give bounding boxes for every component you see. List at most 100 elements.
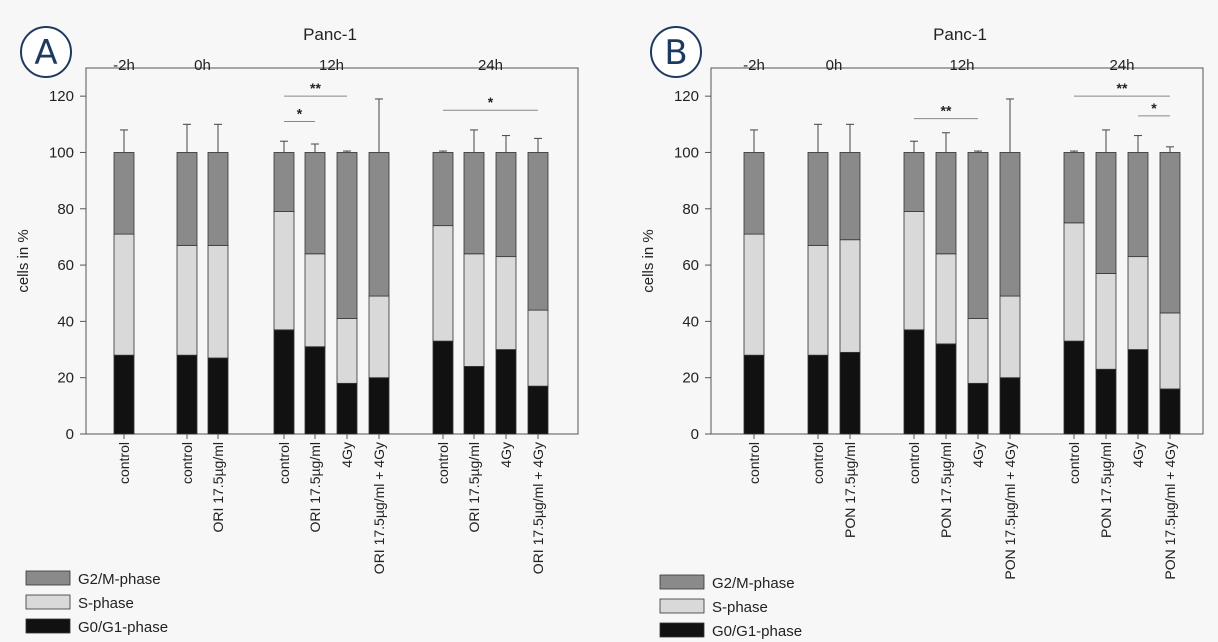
- bar-segment: [463, 253, 485, 367]
- bar-segment: [1159, 312, 1181, 390]
- bar-segment: [1127, 349, 1149, 435]
- x-category-label: PON 17.5µg/ml: [842, 442, 858, 538]
- bar-segment: [176, 354, 198, 435]
- legend-label: G0/G1-phase: [78, 619, 168, 636]
- bar-segment: [807, 152, 829, 246]
- legend-swatch: [25, 570, 71, 586]
- panel-label-circle: [650, 26, 702, 78]
- significance-label: **: [1117, 80, 1128, 96]
- bar-segment: [207, 152, 229, 246]
- legend-label: S-phase: [78, 595, 134, 612]
- bar-segment: [999, 295, 1021, 379]
- bar-segment: [1095, 368, 1117, 435]
- bar-segment: [527, 309, 549, 387]
- time-group-label: 24h: [478, 57, 503, 74]
- bar-segment: [807, 354, 829, 435]
- bar-segment: [967, 152, 989, 319]
- legend-label: G0/G1-phase: [712, 623, 802, 640]
- time-group-label: -2h: [743, 57, 765, 74]
- time-group-label: 0h: [194, 57, 211, 74]
- time-group-label: 24h: [1109, 57, 1134, 74]
- bar-segment: [113, 152, 135, 235]
- bar-segment: [1159, 152, 1181, 314]
- legend-swatch: [659, 574, 705, 590]
- time-group-label: 12h: [319, 57, 344, 74]
- x-category-label: PON 17.5µg/ml: [1098, 442, 1114, 538]
- bar-segment: [432, 340, 454, 435]
- bar-segment: [935, 253, 957, 345]
- x-category-label: control: [810, 442, 826, 484]
- panel-a: A Panc-1 0 20 40 60 80 100 120 cells in % -2h 0h 12h…: [15, 25, 579, 636]
- bar-segment: [1127, 152, 1149, 258]
- y-tick-label: 100: [674, 144, 699, 161]
- significance-label: *: [297, 105, 303, 121]
- panel-b: B Panc-1 0 20 40 60 80 100 120 cells in % -2h 0h 12h…: [640, 25, 1204, 640]
- legend-swatch: [659, 622, 705, 638]
- panel-label-circle: [20, 26, 72, 78]
- plot-frame: [710, 67, 1204, 435]
- legend-label: S-phase: [712, 599, 768, 616]
- bar-segment: [432, 225, 454, 342]
- y-axis-label: cells in %: [640, 229, 657, 292]
- y-tick-label: 40: [57, 313, 74, 330]
- bar-segment: [495, 256, 517, 350]
- x-category-label: 4Gy: [970, 442, 986, 468]
- bar-segment: [999, 152, 1021, 297]
- bar-segment: [743, 152, 765, 235]
- panel-label-text: B: [664, 33, 687, 73]
- significance-label: **: [310, 80, 321, 96]
- bar-segment: [839, 152, 861, 241]
- time-group-label: 0h: [826, 57, 843, 74]
- bar-segment: [176, 152, 198, 246]
- bar-segment: [839, 239, 861, 353]
- bar-segment: [495, 152, 517, 258]
- x-category-label: ORI 17.5µg/ml: [466, 442, 482, 533]
- x-category-label: control: [179, 442, 195, 484]
- x-category-label: control: [906, 442, 922, 484]
- legend-swatch: [25, 594, 71, 610]
- bar-segment: [495, 349, 517, 435]
- significance-label: **: [941, 103, 952, 119]
- legend-swatch: [25, 618, 71, 634]
- x-category-label: 4Gy: [1130, 442, 1146, 468]
- bar-segment: [1095, 273, 1117, 370]
- panel-label-text: A: [34, 33, 57, 73]
- bar-segment: [903, 329, 925, 435]
- x-category-label: control: [116, 442, 132, 484]
- bar-segment: [273, 152, 295, 212]
- bar-segment: [304, 346, 326, 435]
- y-tick-label: 60: [57, 257, 74, 274]
- bar-segment: [935, 152, 957, 255]
- bar-segment: [432, 152, 454, 227]
- bar-segment: [336, 318, 358, 384]
- x-category-label: ORI 17.5µg/ml + 4Gy: [371, 442, 387, 574]
- bar-segment: [839, 351, 861, 435]
- bar-segment: [903, 211, 925, 331]
- time-group-label: 12h: [949, 57, 974, 74]
- bar-segment: [1127, 256, 1149, 350]
- bar-segment: [176, 244, 198, 356]
- time-group-label: -2h: [113, 57, 135, 74]
- x-category-label: PON 17.5µg/ml + 4Gy: [1162, 442, 1178, 580]
- bar-segment: [1063, 152, 1085, 224]
- y-tick-label: 80: [682, 201, 699, 218]
- y-tick-label: 120: [674, 88, 699, 105]
- x-category-label: 4Gy: [339, 442, 355, 468]
- bar-segment: [336, 152, 358, 319]
- bar-segment: [463, 366, 485, 435]
- x-category-label: ORI 17.5µg/ml: [210, 442, 226, 533]
- y-tick-label: 40: [682, 313, 699, 330]
- bar-segment: [336, 382, 358, 435]
- x-category-label: control: [276, 442, 292, 484]
- significance-label: *: [1151, 100, 1157, 116]
- bar-segment: [527, 385, 549, 435]
- bar-segment: [1159, 388, 1181, 435]
- x-category-label: control: [746, 442, 762, 484]
- legend-label: G2/M-phase: [712, 575, 795, 592]
- x-category-label: control: [435, 442, 451, 484]
- bar-segment: [304, 253, 326, 348]
- bar-segment: [304, 152, 326, 255]
- y-tick-label: 0: [66, 426, 74, 443]
- bar-segment: [113, 354, 135, 435]
